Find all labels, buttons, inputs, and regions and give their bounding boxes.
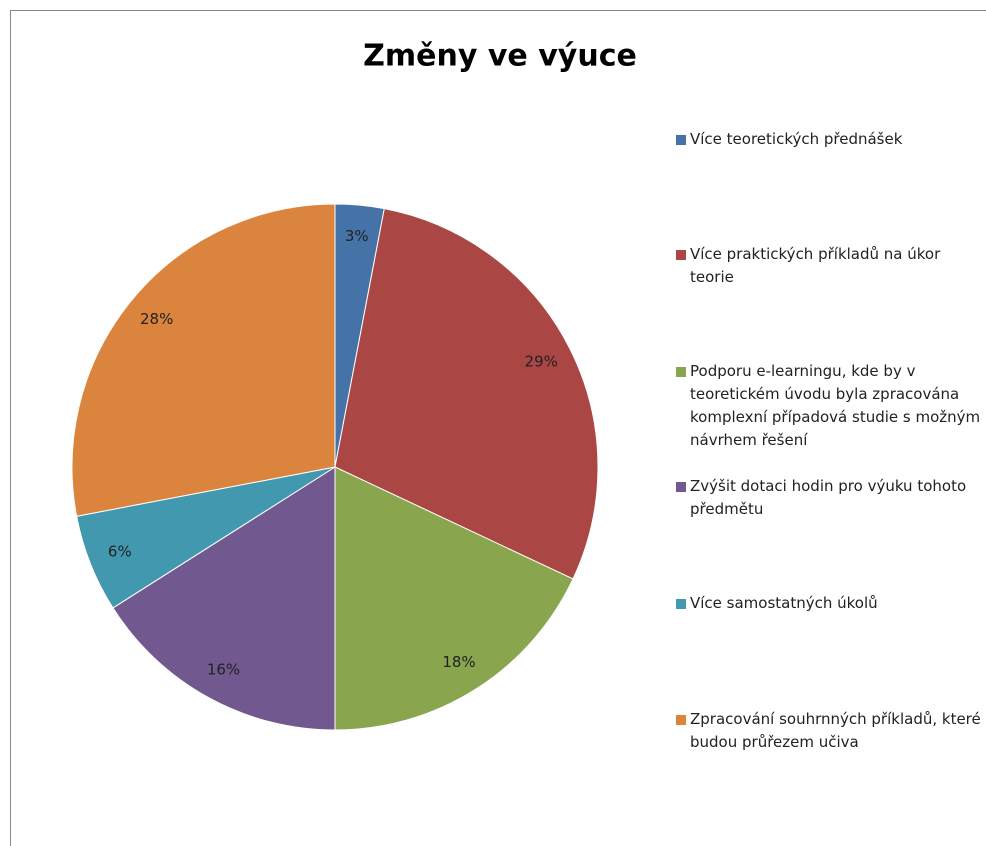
legend-swatch	[676, 599, 686, 609]
legend-label: Více teoretických přednášek	[690, 130, 903, 148]
chart-title: Změny ve výuce	[363, 39, 637, 74]
data-label: 3%	[345, 227, 369, 245]
legend-label: Více samostatných úkolů	[690, 594, 878, 612]
pie-slice	[334, 466, 574, 731]
chart-frame	[10, 10, 986, 846]
legend-item: Více samostatných úkolů	[676, 592, 982, 615]
legend-swatch	[676, 482, 686, 492]
data-label: 18%	[442, 653, 475, 671]
legend-swatch	[676, 367, 686, 377]
legend-item: Zpracování souhrnných příkladů, které bu…	[676, 708, 982, 754]
data-label: 16%	[207, 660, 240, 678]
data-label: 28%	[140, 310, 173, 328]
legend-swatch	[676, 250, 686, 260]
legend-item: Více teoretických přednášek	[676, 128, 982, 151]
legend-item: Podporu e-learningu, kde by v teoretické…	[676, 360, 982, 452]
legend-swatch	[676, 715, 686, 725]
data-label: 29%	[525, 352, 558, 370]
legend-label: Zpracování souhrnných příkladů, které bu…	[690, 710, 981, 751]
legend-label: Podporu e-learningu, kde by v teoretické…	[690, 362, 981, 449]
legend-label: Zvýšit dotaci hodin pro výuku tohoto pře…	[690, 477, 967, 518]
pie-slice	[71, 203, 336, 517]
legend-swatch	[676, 135, 686, 145]
pie-slice	[112, 466, 336, 731]
data-label: 6%	[108, 543, 132, 561]
legend-item: Více praktických příkladů na úkor teorie	[676, 243, 982, 289]
legend-item: Zvýšit dotaci hodin pro výuku tohoto pře…	[676, 475, 982, 521]
legend-label: Více praktických příkladů na úkor teorie	[690, 245, 941, 286]
pie-slice	[334, 208, 599, 580]
